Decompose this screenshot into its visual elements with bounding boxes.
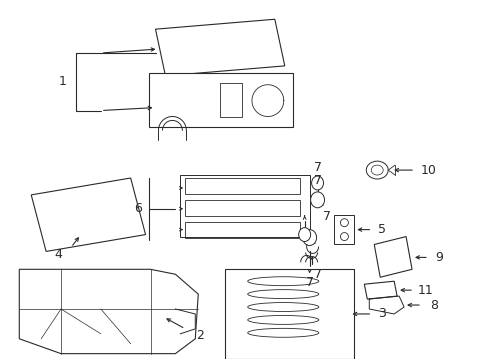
Bar: [220, 83, 242, 117]
Text: 7: 7: [313, 174, 321, 186]
Ellipse shape: [302, 230, 316, 246]
Ellipse shape: [298, 228, 310, 242]
Polygon shape: [373, 237, 411, 277]
Bar: [185, 222, 299, 238]
Text: 4: 4: [54, 248, 62, 261]
Bar: [148, 73, 292, 127]
Text: 9: 9: [434, 251, 442, 264]
Bar: [180, 175, 309, 237]
Ellipse shape: [366, 161, 387, 179]
Text: 11: 11: [417, 284, 433, 297]
Text: 2: 2: [196, 329, 204, 342]
Text: 7: 7: [322, 210, 330, 223]
Polygon shape: [364, 281, 396, 299]
Bar: [224, 269, 354, 359]
Text: 10: 10: [420, 163, 436, 176]
Text: 8: 8: [429, 298, 437, 311]
Text: 5: 5: [377, 223, 386, 236]
Bar: [334, 215, 354, 244]
Text: 3: 3: [378, 307, 386, 320]
Polygon shape: [31, 178, 145, 251]
Text: 6: 6: [133, 202, 141, 215]
Text: 1: 1: [59, 75, 67, 88]
Ellipse shape: [310, 192, 324, 208]
Text: 7: 7: [313, 161, 321, 174]
Bar: [185, 200, 299, 216]
Ellipse shape: [311, 176, 323, 190]
Polygon shape: [155, 19, 284, 76]
Text: 7: 7: [313, 268, 321, 281]
Polygon shape: [19, 269, 198, 354]
Bar: [185, 178, 299, 194]
Text: 7: 7: [305, 276, 313, 289]
Polygon shape: [368, 296, 403, 314]
